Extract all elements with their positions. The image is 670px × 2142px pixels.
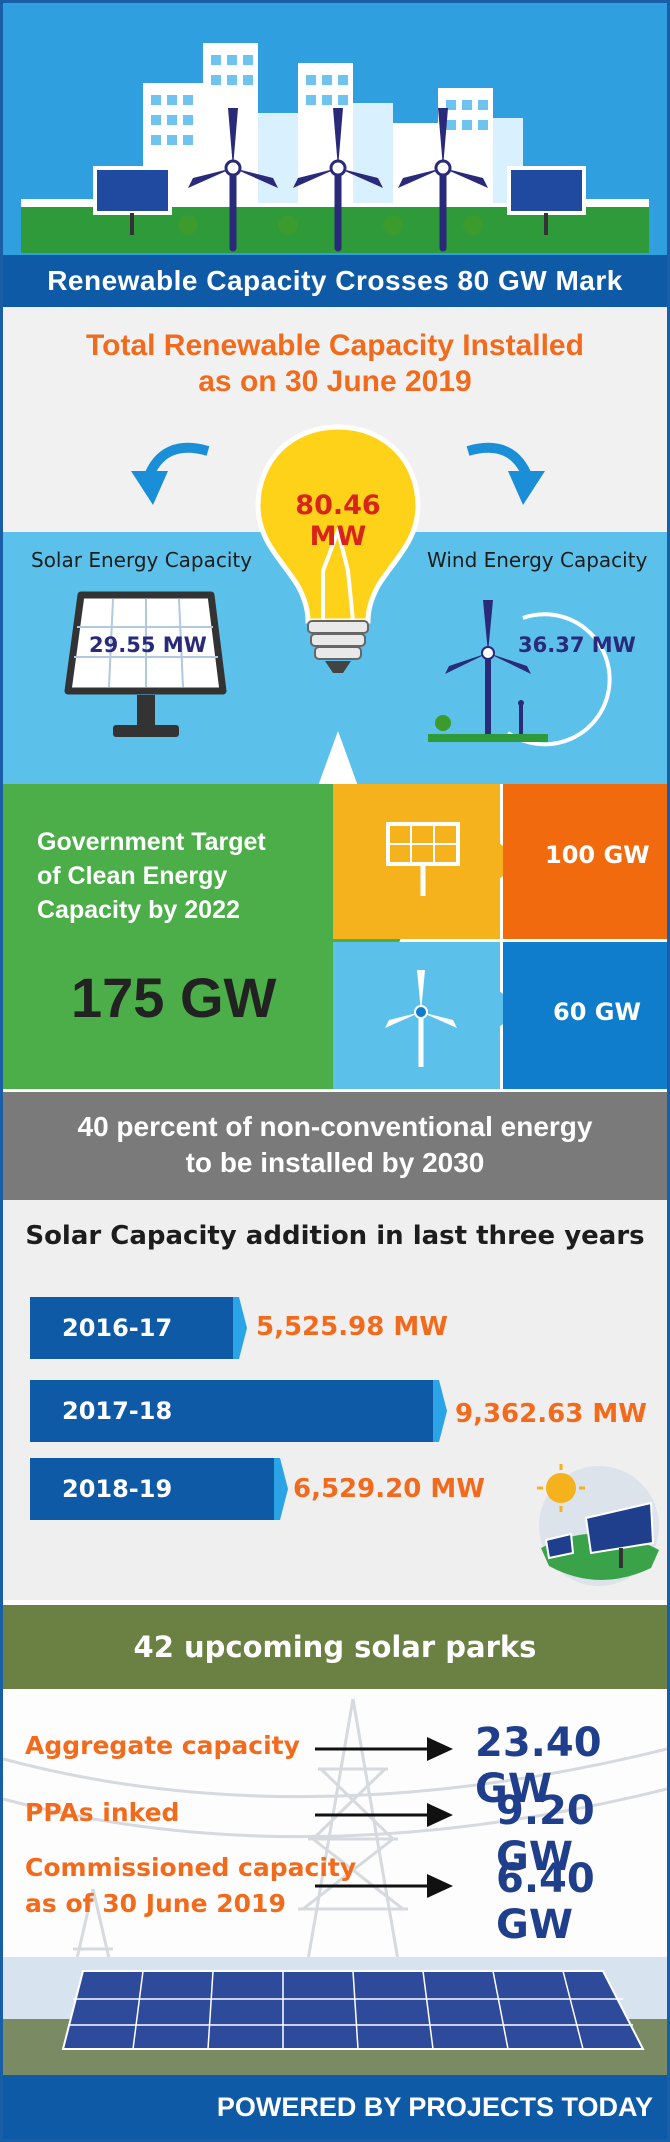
percent-line2: to be installed by 2030 [185, 1147, 485, 1178]
total-heading-line2: as on 30 June 2019 [198, 365, 472, 398]
arrow-right-icon [315, 1737, 453, 1761]
page-title: Renewable Capacity Crosses 80 GW Mark [3, 255, 667, 307]
park-value-ppas: 9.20 GW [496, 1788, 595, 1880]
wind-target-box: 60 GW [503, 942, 667, 1089]
arrow-right-icon [315, 1874, 453, 1898]
wind-target-icon-box [333, 942, 500, 1089]
target-value: 175 GW [71, 966, 277, 1029]
park-value-commissioned: 6.40 GW [496, 1856, 595, 1948]
target-line1: Government Target [37, 828, 266, 856]
wind-capacity-value: 36.37 MW [518, 633, 636, 657]
curved-arrow-icon [466, 442, 545, 505]
percent-line1: 40 percent of non-conventional energy [77, 1111, 593, 1142]
solar-panel-icon [386, 822, 460, 896]
solar-target-value: 100 GW [545, 841, 650, 869]
total-heading-line1: Total Renewable Capacity Installed [86, 329, 584, 362]
wind-turbine-icon [385, 970, 457, 1067]
solar-addition-title: Solar Capacity addition in last three ye… [25, 1221, 645, 1251]
sun-icon [537, 1464, 659, 1586]
park-value-aggregate: 23.40 GW [475, 1720, 602, 1812]
year-value-2016-17: 5,525.98 MW [256, 1312, 448, 1342]
target-line2: of Clean Energy [37, 862, 228, 890]
wind-target-value: 60 GW [553, 998, 641, 1026]
light-bulb-icon [255, 424, 421, 673]
wind-capacity-label: Wind Energy Capacity [427, 548, 648, 572]
arrow-right-icon [315, 1803, 453, 1827]
park-label-ppas: PPAs inked [25, 1798, 180, 1827]
government-target-text: Government Target of Clean Energy Capaci… [37, 825, 317, 927]
solar-panel-icon [64, 591, 227, 737]
footer-credit: POWERED BY PROJECTS TODAY [3, 2075, 667, 2139]
solar-parks-section [3, 1689, 667, 2075]
year-value-2017-18: 9,362.63 MW [455, 1399, 647, 1429]
government-target-panel [3, 784, 333, 1089]
park-label-commissioned: Commissioned capacity as of 30 June 2019 [25, 1853, 357, 1918]
year-bar-2017-18: 2017-18 [30, 1380, 435, 1442]
total-capacity-value: 80.46 MW [295, 490, 381, 552]
bar-tip [274, 1458, 288, 1520]
solar-target-icon-box [333, 784, 500, 939]
year-bar-2016-17: 2016-17 [30, 1297, 235, 1359]
year-value-2018-19: 6,529.20 MW [293, 1474, 485, 1504]
total-capacity-heading: Total Renewable Capacity Installed as on… [3, 328, 667, 400]
solar-parks-banner: 42 upcoming solar parks [3, 1605, 667, 1689]
park-label-aggregate: Aggregate capacity [25, 1731, 300, 1760]
solar-capacity-value: 29.55 MW [89, 633, 207, 657]
solar-target-box: 100 GW [503, 784, 667, 939]
target-line3: Capacity by 2022 [37, 896, 240, 924]
hero-banner [3, 3, 667, 263]
percent-target-banner: 40 percent of non-conventional energy to… [3, 1092, 667, 1200]
bar-tip [233, 1297, 247, 1359]
city-skyline-icon [21, 43, 649, 253]
wind-turbine-icon [428, 600, 612, 747]
transmission-tower-icon [3, 1698, 667, 2075]
bar-tip [433, 1380, 447, 1442]
curved-arrow-icon [131, 442, 210, 505]
year-bar-2018-19: 2018-19 [30, 1458, 276, 1520]
solar-capacity-label: Solar Energy Capacity [31, 548, 253, 572]
pointer-triangle [318, 731, 358, 786]
